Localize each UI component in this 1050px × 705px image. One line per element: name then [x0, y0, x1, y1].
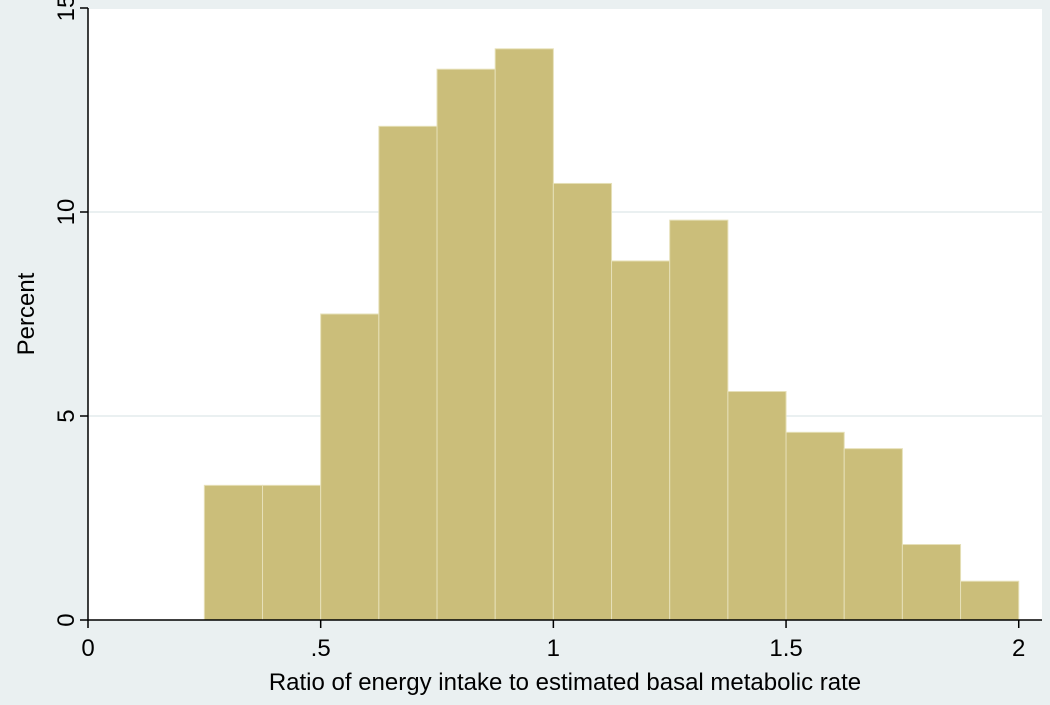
- histogram-bar: [670, 220, 728, 620]
- x-tick-label: 1.5: [769, 635, 802, 662]
- x-tick-label: .5: [311, 635, 331, 662]
- x-tick-label: 1: [547, 635, 560, 662]
- histogram-bar: [263, 485, 321, 620]
- x-tick-label: 0: [81, 635, 94, 662]
- histogram-bar: [961, 581, 1019, 620]
- histogram-bar: [612, 261, 670, 620]
- histogram-bar: [495, 49, 553, 620]
- x-axis-label: Ratio of energy intake to estimated basa…: [269, 669, 861, 696]
- histogram-bar: [902, 545, 960, 620]
- histogram-bar: [844, 449, 902, 620]
- y-tick-label: 10: [53, 199, 80, 226]
- histogram-bar: [553, 183, 611, 620]
- y-tick-label: 0: [53, 613, 80, 626]
- y-tick-label: 15: [53, 0, 80, 21]
- histogram-bar: [728, 392, 786, 620]
- chart-svg: 0 .5 1 1.5 2 0 5 10 15 Ratio of energy intake to …: [0, 0, 1050, 705]
- histogram-bar: [204, 485, 262, 620]
- y-tick-label: 5: [53, 409, 80, 422]
- x-tick-label: 2: [1012, 635, 1025, 662]
- y-axis-label: Percent: [13, 272, 40, 355]
- histogram-chart: 0 .5 1 1.5 2 0 5 10 15 Ratio of energy intake to …: [0, 0, 1050, 705]
- histogram-bar: [437, 69, 495, 620]
- histogram-bar: [321, 314, 379, 620]
- histogram-bar: [786, 432, 844, 620]
- histogram-bar: [379, 126, 437, 620]
